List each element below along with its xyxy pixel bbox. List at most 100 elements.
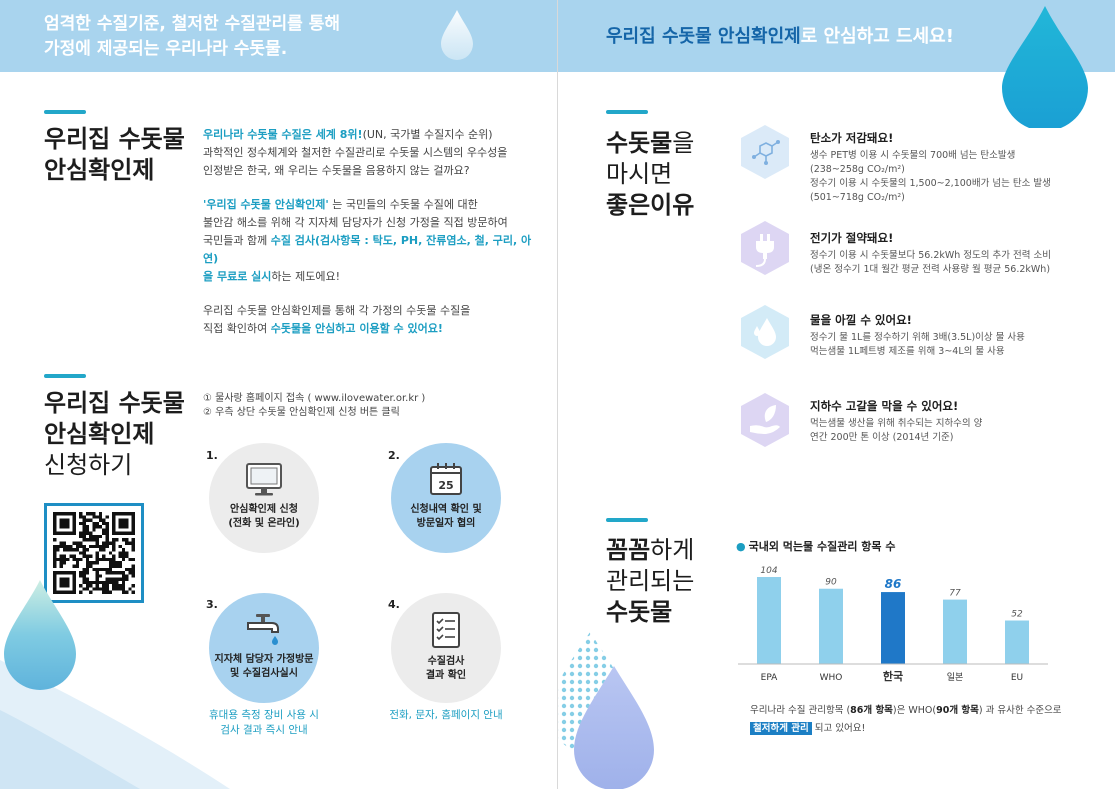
water-drop-icon bbox=[1002, 6, 1088, 128]
section2-heading-line3: 신청하기 bbox=[44, 451, 133, 479]
step4-note-line1: 전화, 문자, 홈페이지 안내 bbox=[389, 709, 503, 721]
calendar-icon: 25 bbox=[430, 463, 462, 495]
bar-3 bbox=[943, 599, 967, 664]
benefit4-line1: 먹는샘물 생산을 위해 취수되는 지하수의 양 bbox=[810, 418, 983, 429]
caption-who-count: 90개 항목 bbox=[936, 705, 979, 716]
section3-heading-line2: 마시면 bbox=[606, 160, 673, 188]
benefit2-desc: 정수기 이용 시 수돗물보다 56.2kWh 정도의 추가 전력 소비 (냉온 … bbox=[810, 249, 1051, 277]
intro-paragraph-2: '우리집 수돗물 안심확인제' 는 국민들의 수돗물 수질에 대한 불안감 해소… bbox=[203, 196, 543, 286]
bar-1 bbox=[819, 588, 843, 664]
left-banner: 엄격한 수질기준, 철저한 수질관리를 통해 가정에 제공되는 우리나라 수돗물… bbox=[0, 0, 557, 72]
section3-heading: 수돗물을 마시면 좋은이유 bbox=[606, 128, 694, 221]
intro-p2-line4b: 하는 제도에요! bbox=[271, 270, 341, 283]
chart-bullet: ● bbox=[736, 540, 746, 553]
step3-circle: 지자체 담당자 가정방문 및 수질검사실시 bbox=[209, 593, 319, 703]
benefit4-line2: 연간 200만 톤 이상 (2014년 기준) bbox=[810, 432, 954, 443]
step1-label-line2: (전화 및 온라인) bbox=[228, 518, 300, 529]
benefit1-title: 탄소가 저감돼요! bbox=[810, 131, 894, 145]
apply-instruction-1: ① 물사랑 홈페이지 접속 ( www.ilovewater.or.kr ) bbox=[203, 393, 426, 404]
category-label-0: EPA bbox=[761, 673, 779, 683]
category-label-1: WHO bbox=[820, 673, 843, 683]
left-banner-text: 엄격한 수질기준, 철저한 수질관리를 통해 가정에 제공되는 우리나라 수돗물… bbox=[44, 12, 340, 62]
section4-heading-line3: 수돗물 bbox=[606, 598, 673, 626]
benefit3-line1: 정수기 물 1L를 정수하기 위해 3배(3.5L)이상 물 사용 bbox=[810, 332, 1025, 343]
plug-icon bbox=[741, 221, 789, 275]
step1-label: 안심확인제 신청 (전화 및 온라인) bbox=[228, 503, 299, 531]
benefit2-title: 전기가 절약돼요! bbox=[810, 231, 894, 245]
bar-2 bbox=[881, 592, 905, 664]
intro-p3-line2a: 직접 확인하여 bbox=[203, 322, 271, 335]
section4-accent-bar bbox=[606, 518, 648, 522]
section3-heading-bold: 수돗물 bbox=[606, 129, 673, 157]
intro-p2-a: 는 국민들의 수돗물 수질에 대한 bbox=[328, 198, 478, 211]
step4-label-line2: 결과 확인 bbox=[425, 670, 467, 681]
calendar-day: 25 bbox=[438, 479, 453, 492]
chart-title-text: 국내외 먹는물 수질관리 항목 수 bbox=[748, 540, 896, 553]
benefit1-line4: (501~718g CO₂/m²) bbox=[810, 192, 905, 203]
step4-label: 수질검사 결과 확인 bbox=[426, 655, 466, 683]
benefit3-desc: 정수기 물 1L를 정수하기 위해 3배(3.5L)이상 물 사용 먹는샘물 1… bbox=[810, 331, 1025, 359]
caption-c: )은 WHO( bbox=[892, 705, 937, 716]
benefit2-line2: (냉온 정수기 1대 월간 평균 전력 사용량 월 평균 56.2kWh) bbox=[810, 264, 1051, 275]
section4-heading: 꼼꼼하게 관리되는 수돗물 bbox=[606, 535, 694, 628]
step4-circle: 수질검사 결과 확인 bbox=[391, 593, 501, 703]
intro-p2-line3a: 국민들과 함께 bbox=[203, 234, 271, 247]
hand-leaf-icon bbox=[741, 393, 789, 447]
benefit2-line1: 정수기 이용 시 수돗물보다 56.2kWh 정도의 추가 전력 소비 bbox=[810, 250, 1052, 261]
bar-value-label-3: 77 bbox=[949, 589, 961, 599]
apply-instruction-2: ② 우측 상단 수돗물 안심확인제 신청 버튼 클릭 bbox=[203, 407, 400, 418]
step1-circle: 안심확인제 신청 (전화 및 온라인) bbox=[209, 443, 319, 553]
bar-value-label-1: 90 bbox=[825, 578, 837, 588]
section4-heading-line2: 관리되는 bbox=[606, 567, 695, 595]
right-banner-rest: 로 안심하고 드세요! bbox=[800, 26, 954, 47]
step3-note: 휴대용 측정 장비 사용 시 검사 결과 즉시 안내 bbox=[198, 708, 330, 738]
qr-code-pattern bbox=[53, 512, 135, 594]
section1-heading-line2: 안심확인제 bbox=[44, 156, 155, 184]
benefit1-line1: 생수 PET병 이용 시 수돗물의 700배 넘는 탄소발생 bbox=[810, 150, 1016, 161]
step3-label-line2: 및 수질검사실시 bbox=[230, 668, 298, 679]
benefit3-line2: 먹는샘물 1L페트병 제조를 위해 3~4L의 물 사용 bbox=[810, 346, 1005, 357]
decorative-wave bbox=[0, 660, 230, 789]
chart-title: ● 국내외 먹는물 수질관리 항목 수 bbox=[736, 538, 896, 554]
intro-program-name: '우리집 수돗물 안심확인제' bbox=[203, 198, 329, 211]
section1-accent-bar bbox=[44, 110, 86, 114]
step3-number: 3. bbox=[206, 598, 218, 611]
step3-label-line1: 지자체 담당자 가정방문 bbox=[214, 654, 314, 665]
monitor-icon bbox=[246, 463, 282, 496]
step4-number: 4. bbox=[388, 598, 400, 611]
intro-rank-highlight: 우리나라 수돗물 수질은 세계 8위! bbox=[203, 128, 363, 141]
decorative-dotted-drop bbox=[558, 632, 654, 789]
quality-items-bar-chart: 104 EPA 90 WHO 86 한국 77 일본 52 EU bbox=[738, 566, 1048, 683]
step2-label-line2: 방문일자 협의 bbox=[416, 518, 476, 529]
step4-label-line1: 수질검사 bbox=[427, 656, 465, 667]
step3-label: 지자체 담당자 가정방문 및 수질검사실시 bbox=[215, 653, 314, 681]
section4-heading-suffix: 하게 bbox=[650, 536, 695, 564]
apply-instructions: ① 물사랑 홈페이지 접속 ( www.ilovewater.or.kr ) ②… bbox=[203, 392, 425, 420]
intro-safe-highlight: 수돗물을 안심하고 이용할 수 있어요! bbox=[270, 322, 443, 335]
page-fold bbox=[557, 0, 558, 789]
intro-paragraph-3: 우리집 수돗물 안심확인제를 통해 각 가정의 수돗물 수질을 직접 확인하여 … bbox=[203, 302, 543, 338]
step3-note-line2: 검사 결과 즉시 안내 bbox=[220, 724, 308, 736]
left-page: 엄격한 수질기준, 철저한 수질관리를 통해 가정에 제공되는 우리나라 수돗물… bbox=[0, 0, 557, 789]
section2-heading-line1: 우리집 수돗물 bbox=[44, 389, 185, 417]
left-banner-line2: 가정에 제공되는 우리나라 수돗물. bbox=[44, 39, 288, 59]
section1-heading: 우리집 수돗물 안심확인제 bbox=[44, 124, 185, 186]
benefit1-line3: 정수기 이용 시 수돗물의 1,500~2,100배가 넘는 탄소 발생 bbox=[810, 178, 1051, 189]
category-label-3: 일본 bbox=[947, 672, 964, 683]
section1-intro: 우리나라 수돗물 수질은 세계 8위!(UN, 국가별 수질지수 순위) 과학적… bbox=[203, 126, 543, 354]
caption-highlight-chip: 철저하게 관리 bbox=[750, 722, 812, 735]
qr-code[interactable] bbox=[44, 503, 144, 603]
caption-a: 우리나라 수질 관리항목 ( bbox=[750, 705, 851, 716]
intro-paragraph-1: 우리나라 수돗물 수질은 세계 8위!(UN, 국가별 수질지수 순위) 과학적… bbox=[203, 126, 543, 180]
section3-heading-line3: 좋은이유 bbox=[606, 191, 695, 219]
step2-circle: 25 신청내역 확인 및 방문일자 협의 bbox=[391, 443, 501, 553]
step2-number: 2. bbox=[388, 449, 400, 462]
step1-number: 1. bbox=[206, 449, 218, 462]
step2-label: 신청내역 확인 및 방문일자 협의 bbox=[410, 503, 481, 531]
caption-e: ) 과 유사한 수준으로 bbox=[978, 705, 1062, 716]
category-label-4: EU bbox=[1011, 673, 1023, 683]
bar-value-label-0: 104 bbox=[760, 566, 777, 576]
caption-korea-count: 86개 항목 bbox=[850, 705, 893, 716]
intro-free-highlight: 을 무료로 실시 bbox=[203, 270, 272, 283]
section2-heading-line2: 안심확인제 bbox=[44, 420, 155, 448]
